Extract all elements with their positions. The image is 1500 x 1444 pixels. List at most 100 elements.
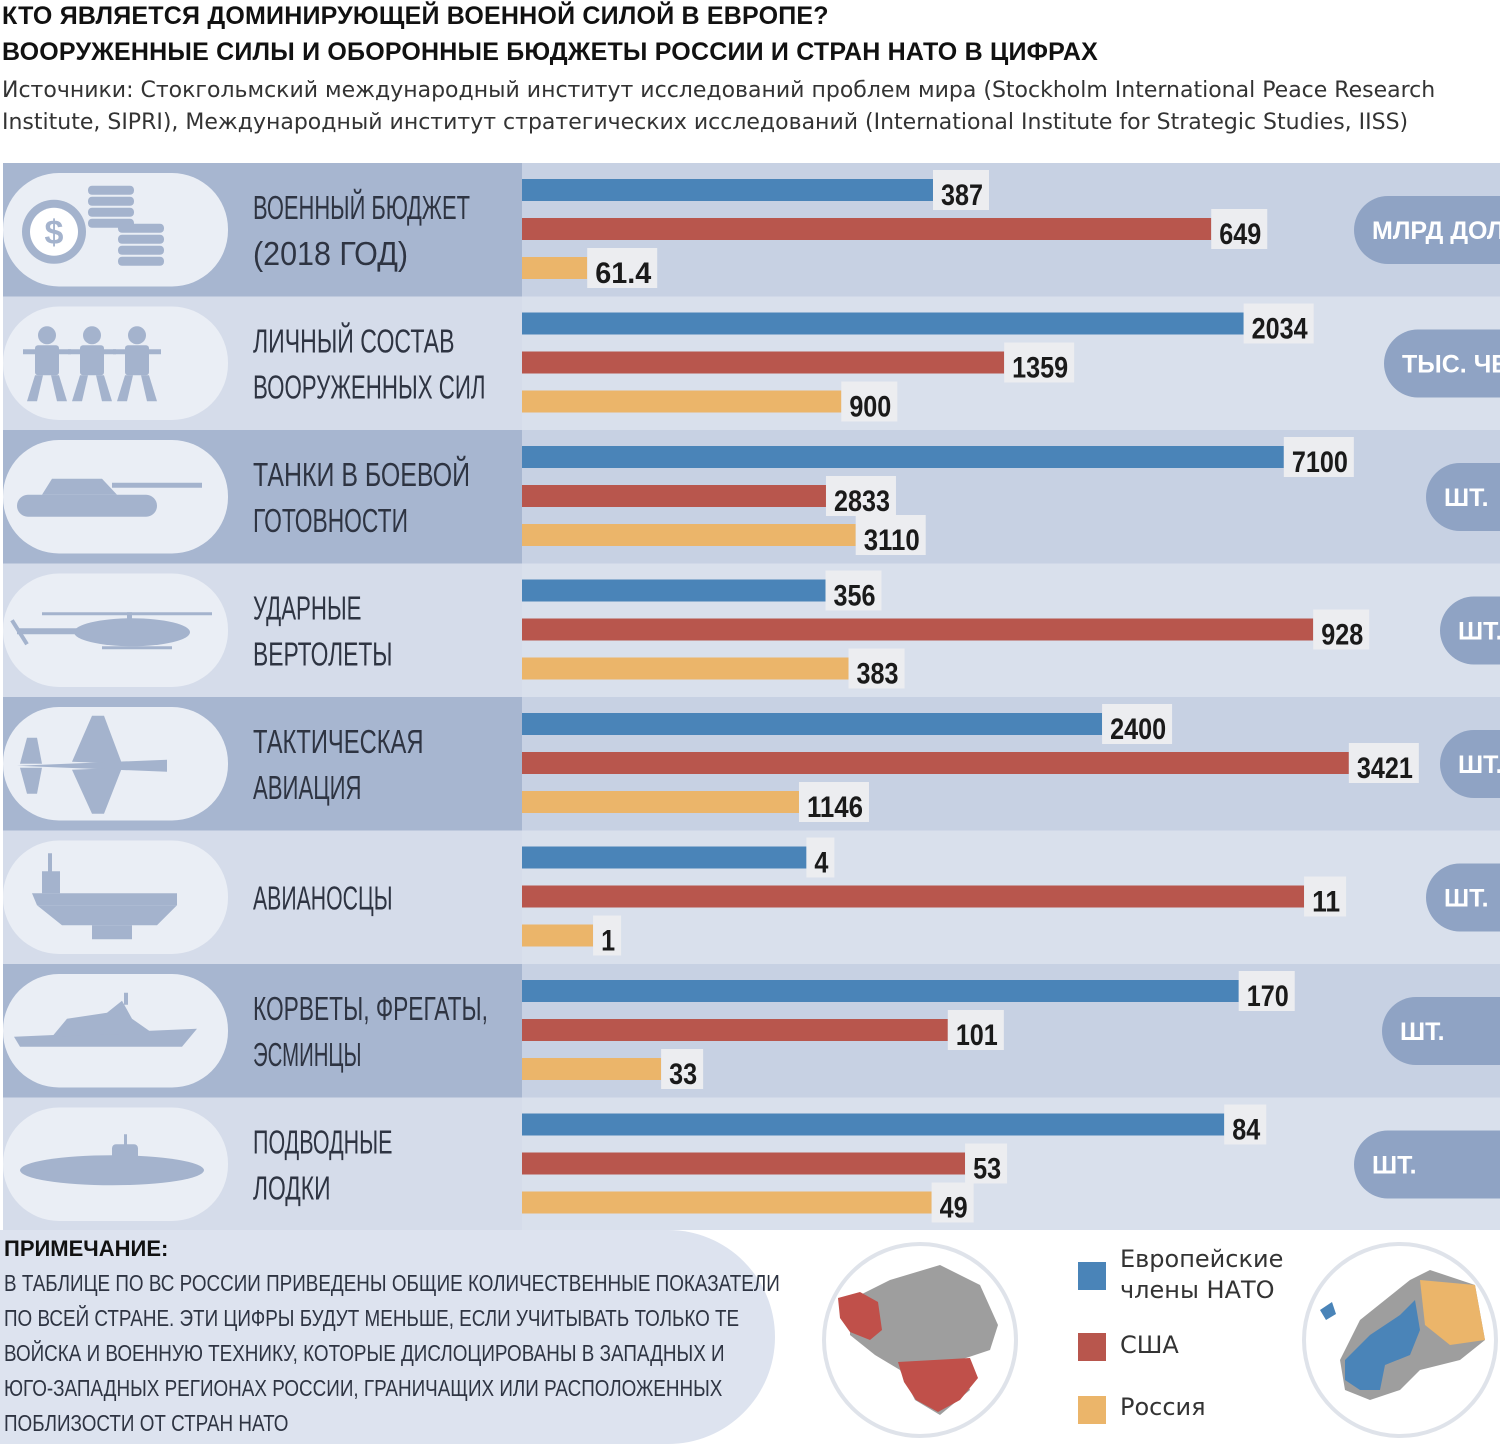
bar-russia xyxy=(522,657,849,680)
value-label-bg xyxy=(1243,303,1314,344)
category-label: ЛОДКИ xyxy=(253,1169,331,1206)
value-label-bg xyxy=(931,1182,974,1223)
bar-nato xyxy=(522,579,826,602)
category-label: ТАНКИ В БОЕВОЙ xyxy=(253,456,470,493)
value-label-bg xyxy=(1211,209,1268,249)
value-label: 356 xyxy=(834,580,876,613)
category-label: ПОДВОДНЫЕ xyxy=(253,1123,393,1160)
bar-nato xyxy=(522,846,807,869)
value-label: 383 xyxy=(857,658,899,691)
category-row: ТАНКИ В БОЕВОЙ ГОТОВНОСТИ ШТ. 7100 2833 3110 xyxy=(3,430,1500,564)
bar-russia xyxy=(522,791,799,813)
unit-label: ШТ. xyxy=(1400,1018,1445,1046)
bar-nato xyxy=(522,713,1103,735)
value-label: 4 xyxy=(814,847,828,880)
category-label: ВЕРТОЛЕТЫ xyxy=(253,635,393,672)
value-label: 1359 xyxy=(1012,352,1068,385)
value-label-bg xyxy=(848,648,905,689)
bar-nato xyxy=(522,312,1244,335)
bar-usa xyxy=(522,752,1349,774)
category-row: $ ВОЕННЫЙ БЮДЖЕТ (2018 ГОД) МЛРД ДОЛЛ. 387 64… xyxy=(3,163,1500,297)
category-label: (2018 ГОД) xyxy=(253,235,408,272)
value-label-bg xyxy=(1224,1104,1267,1145)
unit-pill xyxy=(1354,196,1500,264)
category-label: ВООРУЖЕННЫХ СИЛ xyxy=(253,368,486,405)
bar-usa xyxy=(522,351,1005,374)
unit-label: ШТ. xyxy=(1444,885,1489,913)
bar-russia xyxy=(522,524,856,546)
unit-pill xyxy=(1426,463,1500,531)
unit-pill xyxy=(1426,863,1500,932)
value-label: 7100 xyxy=(1292,446,1348,479)
legend-swatch-usa xyxy=(1078,1333,1106,1361)
svg-text:$: $ xyxy=(45,214,64,252)
value-label: 101 xyxy=(956,1019,998,1052)
value-label: 1146 xyxy=(807,791,863,824)
category-label: ВОЕННЫЙ БЮДЖЕТ xyxy=(253,189,470,226)
bar-usa xyxy=(522,1152,966,1175)
value-label: 11 xyxy=(1312,886,1340,919)
value-label: 53 xyxy=(973,1153,1001,1186)
bar-russia xyxy=(522,1058,662,1080)
category-label: УДАРНЫЕ xyxy=(253,589,362,626)
bar-usa xyxy=(522,1019,948,1041)
value-label: 2833 xyxy=(834,485,890,518)
legend-swatch-russia xyxy=(1078,1396,1106,1424)
value-label-bg xyxy=(1283,437,1354,477)
bar-nato xyxy=(522,446,1284,468)
value-label-bg xyxy=(841,381,898,422)
source-line2: Institute, SIPRI), Международный институ… xyxy=(2,110,1409,135)
bar-usa xyxy=(522,485,826,507)
value-label-bg xyxy=(587,248,658,288)
value-label: 2400 xyxy=(1110,713,1166,746)
aircraft-carrier-icon xyxy=(32,853,177,940)
value-label: 49 xyxy=(940,1192,968,1225)
value-label-bg xyxy=(1304,876,1347,917)
category-label: АВИАНОСЦЫ xyxy=(253,879,393,916)
unit-pill xyxy=(1382,997,1500,1065)
value-label-bg xyxy=(1238,971,1295,1011)
value-label-bg xyxy=(593,915,622,956)
value-label-bg xyxy=(825,570,882,611)
europe-globe-icon xyxy=(1302,1242,1498,1438)
bar-russia xyxy=(522,390,842,413)
category-label: АВИАЦИЯ xyxy=(253,769,362,806)
category-label: ЭСМИНЦЫ xyxy=(253,1036,362,1073)
value-label-bg xyxy=(932,170,989,210)
source-line1: Источники: Стокгольмский международный и… xyxy=(2,78,1436,103)
bar-russia xyxy=(522,924,594,947)
bar-nato xyxy=(522,179,933,201)
chart-title-line2: ВООРУЖЕННЫЕ СИЛЫ И ОБОРОННЫЕ БЮДЖЕТЫ РОС… xyxy=(2,38,1098,66)
coins-dollar-icon: $ xyxy=(22,185,164,266)
note-heading: ПРИМЕЧАНИЕ: xyxy=(4,1236,169,1261)
unit-pill xyxy=(1384,329,1500,398)
value-label: 387 xyxy=(941,179,983,212)
note-line-1: В ТАБЛИЦЕ ПО ВС РОССИИ ПРИВЕДЕНЫ ОБЩИЕ К… xyxy=(4,1270,780,1296)
unit-label: ШТ. xyxy=(1458,618,1500,646)
unit-label: ТЫС. ЧЕЛ. xyxy=(1402,351,1500,379)
unit-pill xyxy=(1440,730,1500,798)
warship-icon xyxy=(14,992,197,1047)
value-label: 84 xyxy=(1232,1114,1260,1147)
value-label-bg xyxy=(1348,743,1419,783)
bar-usa xyxy=(522,885,1305,908)
category-row: УДАРНЫЕ ВЕРТОЛЕТЫ ШТ. 356 928 383 xyxy=(3,563,1500,697)
value-label: 649 xyxy=(1219,218,1261,251)
value-label: 3421 xyxy=(1357,752,1413,785)
note-line-4: ЮГО-ЗАПАДНЫХ РЕГИОНАХ РОССИИ, ГРАНИЧАЩИХ… xyxy=(4,1375,723,1401)
unit-label: ШТ. xyxy=(1444,484,1489,512)
helicopter-icon xyxy=(10,612,212,650)
soldiers-icon xyxy=(23,326,161,402)
value-label-bg xyxy=(798,782,869,822)
legend-label-usa: США xyxy=(1120,1331,1179,1359)
category-row: ЛИЧНЫЙ СОСТАВ ВООРУЖЕННЫХ СИЛ ТЫС. ЧЕЛ. 203… xyxy=(3,296,1500,430)
value-label-bg xyxy=(825,476,896,516)
value-label-bg xyxy=(947,1010,1004,1050)
unit-label: ШТ. xyxy=(1372,1152,1417,1180)
category-label: ТАКТИЧЕСКАЯ xyxy=(253,723,424,760)
bar-usa xyxy=(522,618,1314,641)
value-label-bg xyxy=(1313,609,1370,650)
tank-icon xyxy=(17,478,202,517)
